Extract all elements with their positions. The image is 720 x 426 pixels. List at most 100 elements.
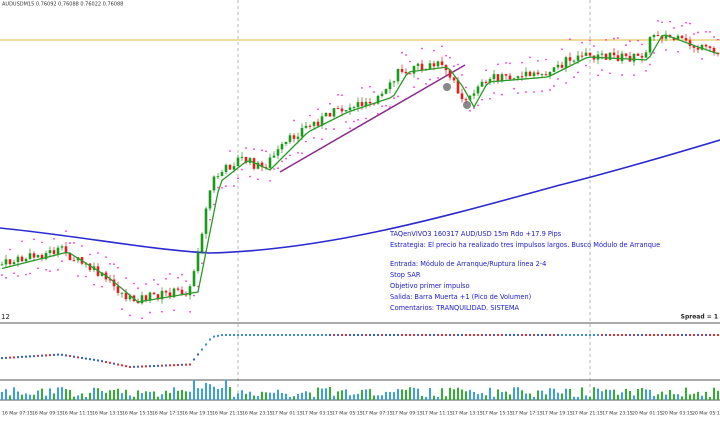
candle-body — [124, 292, 128, 300]
sar-dot — [77, 275, 79, 277]
sar-dot — [449, 56, 451, 59]
time-label: 16 Mar 19:15 — [182, 411, 213, 417]
oscillator-dot — [713, 334, 715, 336]
sar-dot — [577, 71, 579, 74]
oscillator-dot — [701, 334, 703, 336]
candle-body — [652, 35, 656, 38]
oscillator-dot — [637, 334, 639, 336]
sar-dot — [717, 38, 719, 41]
sar-dot — [465, 86, 467, 89]
time-label: 17 Mar 03:15 — [302, 411, 333, 417]
oscillator-dot — [9, 356, 11, 359]
trend-line — [279, 64, 466, 173]
sar-dot — [677, 50, 679, 53]
sar-dot — [289, 154, 291, 157]
volume-bar — [325, 388, 327, 400]
sar-dot — [145, 283, 147, 285]
sar-dot — [189, 310, 191, 313]
oscillator-dot — [197, 353, 199, 356]
volume-bar — [593, 387, 595, 400]
volume-bar — [429, 387, 431, 400]
candle-body — [344, 110, 348, 112]
oscillator-dot — [329, 334, 331, 336]
sar-dot — [285, 157, 287, 160]
candle-body — [572, 60, 576, 62]
sar-dot — [229, 150, 231, 152]
candle-body — [36, 255, 40, 258]
sar-dot — [177, 276, 179, 279]
volume-bar — [301, 392, 303, 400]
volume-bar — [273, 392, 275, 400]
sar-dot — [241, 168, 243, 171]
annotation-line: Comentarios: TRANQUILIDAD. SISTEMA — [390, 304, 520, 312]
candle-body — [88, 263, 92, 270]
sar-dot — [297, 151, 299, 154]
time-label: 20 Mar 03:15 — [662, 411, 693, 417]
volume-bar — [485, 395, 487, 400]
sar-dot — [93, 283, 95, 286]
candle-body — [588, 52, 592, 56]
candle-body — [472, 93, 476, 96]
volume-bar — [385, 391, 387, 400]
oscillator-dot — [49, 354, 51, 357]
time-label: 17 Mar 21:15 — [572, 411, 603, 417]
volume-bar — [281, 393, 283, 400]
sar-dot — [565, 82, 567, 84]
sar-dot — [617, 37, 619, 39]
candle-body — [140, 295, 144, 304]
candle-body — [64, 246, 68, 254]
oscillator-dot — [181, 363, 183, 366]
candle-body — [112, 279, 116, 287]
candle-body — [156, 294, 160, 300]
volume-bar — [601, 391, 603, 400]
oscillator-dot — [389, 334, 391, 336]
moving-average-fast — [1, 34, 719, 303]
sar-dot — [325, 128, 327, 130]
left-label: 12 — [1, 313, 10, 321]
volume-bar — [625, 388, 627, 400]
sar-dot — [329, 102, 331, 105]
oscillator-dot — [53, 353, 55, 356]
volume-bar — [153, 391, 155, 400]
volume-bar — [245, 393, 247, 400]
oscillator-dot — [5, 356, 7, 359]
sar-dot — [513, 87, 515, 90]
sar-dot — [365, 117, 367, 120]
sar-dot — [569, 38, 571, 41]
sar-dot — [369, 85, 371, 88]
oscillator-dot — [709, 334, 711, 336]
candle-body — [180, 289, 184, 295]
oscillator-dot — [561, 334, 563, 336]
candle-body — [460, 93, 464, 100]
sar-dot — [217, 186, 219, 189]
sar-dot — [525, 91, 527, 93]
candle-body — [44, 253, 48, 260]
sar-dot — [309, 114, 311, 117]
candle-body — [648, 37, 652, 53]
volume-bar — [473, 391, 475, 400]
candle-body — [360, 102, 364, 106]
candle-body — [332, 108, 336, 117]
candle-body — [528, 71, 532, 77]
sar-dot — [621, 74, 623, 76]
oscillator-dot — [705, 334, 707, 336]
oscillator-dot — [621, 334, 623, 336]
annotation-line: Estrategia: El precio ha realizado tres … — [390, 241, 660, 249]
sar-dot — [661, 21, 663, 24]
volume-bar — [389, 391, 391, 400]
sar-dot — [685, 21, 687, 24]
sar-dot — [557, 78, 559, 80]
oscillator-dot — [305, 334, 307, 336]
volume-bar — [181, 389, 183, 400]
candle-body — [620, 53, 624, 62]
oscillator-dot — [325, 334, 327, 336]
candle-body — [404, 71, 408, 74]
oscillator-dot — [57, 353, 59, 356]
candle-body — [696, 47, 700, 50]
sar-dot — [609, 72, 611, 75]
oscillator-dot — [105, 361, 107, 363]
candle-body — [276, 149, 280, 156]
oscillator-dot — [309, 334, 311, 336]
oscillator-dot — [677, 334, 679, 336]
volume-bar — [477, 394, 479, 400]
